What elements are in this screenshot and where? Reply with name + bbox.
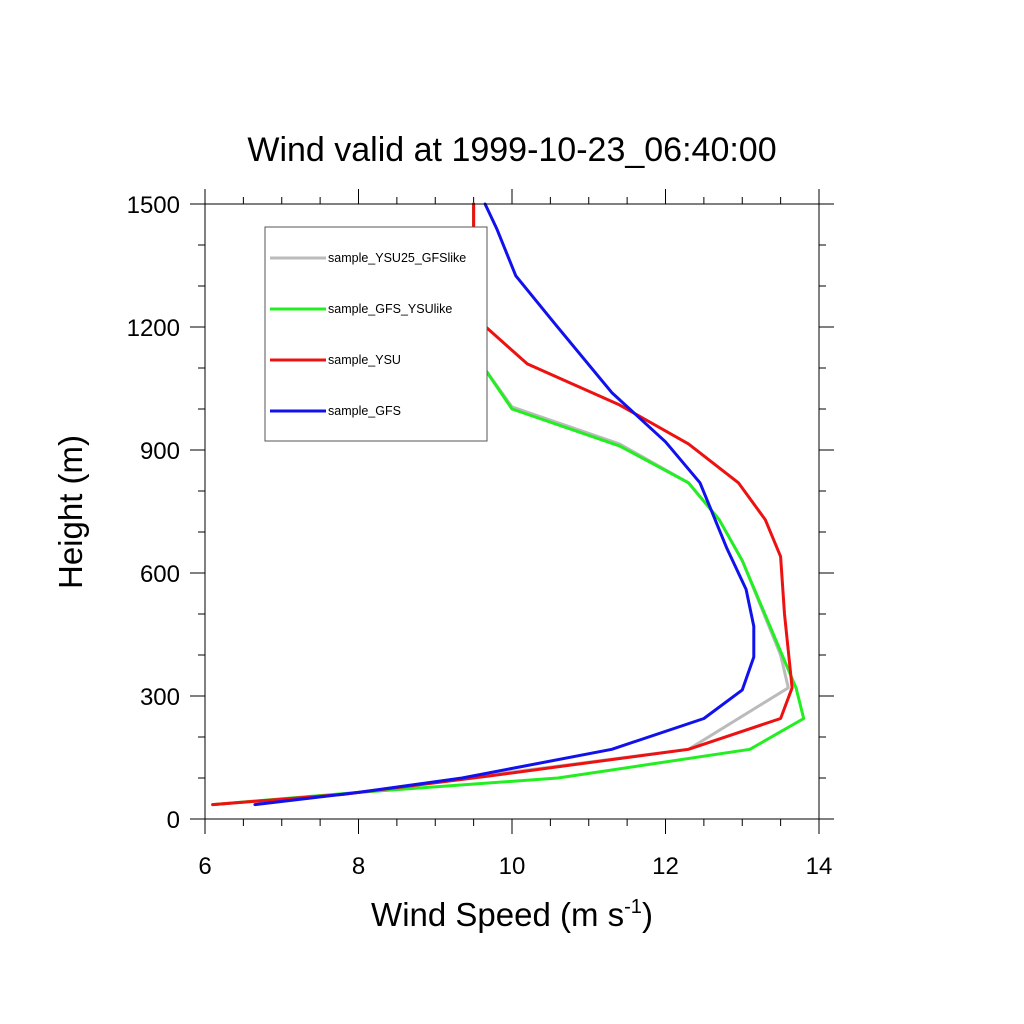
- x-tick-label: 8: [352, 853, 365, 880]
- x-axis-label: Wind Speed (m s-1): [371, 896, 653, 933]
- legend: sample_YSU25_GFSlike sample_GFS_YSUlikesa…: [264, 226, 488, 442]
- y-axis-label: Height (m): [52, 435, 89, 589]
- legend-label: sample_GFS: [328, 404, 401, 418]
- legend-label: sample_GFS_YSUlike: [328, 302, 452, 316]
- y-tick-label: 900: [140, 438, 180, 465]
- series-line-sample_GFS: [253, 202, 756, 807]
- y-tick-label: 0: [167, 807, 180, 834]
- x-tick-label: 14: [806, 853, 833, 880]
- x-tick-label: 6: [198, 853, 211, 880]
- x-tick-label: 10: [499, 853, 526, 880]
- y-tick-label: 300: [140, 684, 180, 711]
- x-axis-label-end: ): [642, 896, 653, 933]
- y-tick-label: 1200: [127, 315, 180, 342]
- x-axis-label-superscript: -1: [624, 896, 642, 918]
- series-line-sample_YSU: [211, 202, 794, 807]
- legend-label: sample_YSU: [328, 353, 401, 367]
- y-tick-label: 600: [140, 561, 180, 588]
- y-tick-label: 1500: [127, 192, 180, 219]
- legend-label: sample_YSU25_GFSlike: [328, 251, 466, 265]
- x-tick-label: 12: [652, 853, 679, 880]
- plot-frame: [204, 203, 820, 820]
- axis-ticks: [190, 189, 834, 834]
- tick-labels: 6 8 10 12 14 0 300 600 900 1200 1500: [127, 192, 833, 880]
- chart-title: Wind valid at 1999-10-23_06:40:00: [247, 131, 776, 169]
- x-axis-label-main: Wind Speed (m s: [371, 896, 624, 933]
- legend-box: [264, 226, 488, 442]
